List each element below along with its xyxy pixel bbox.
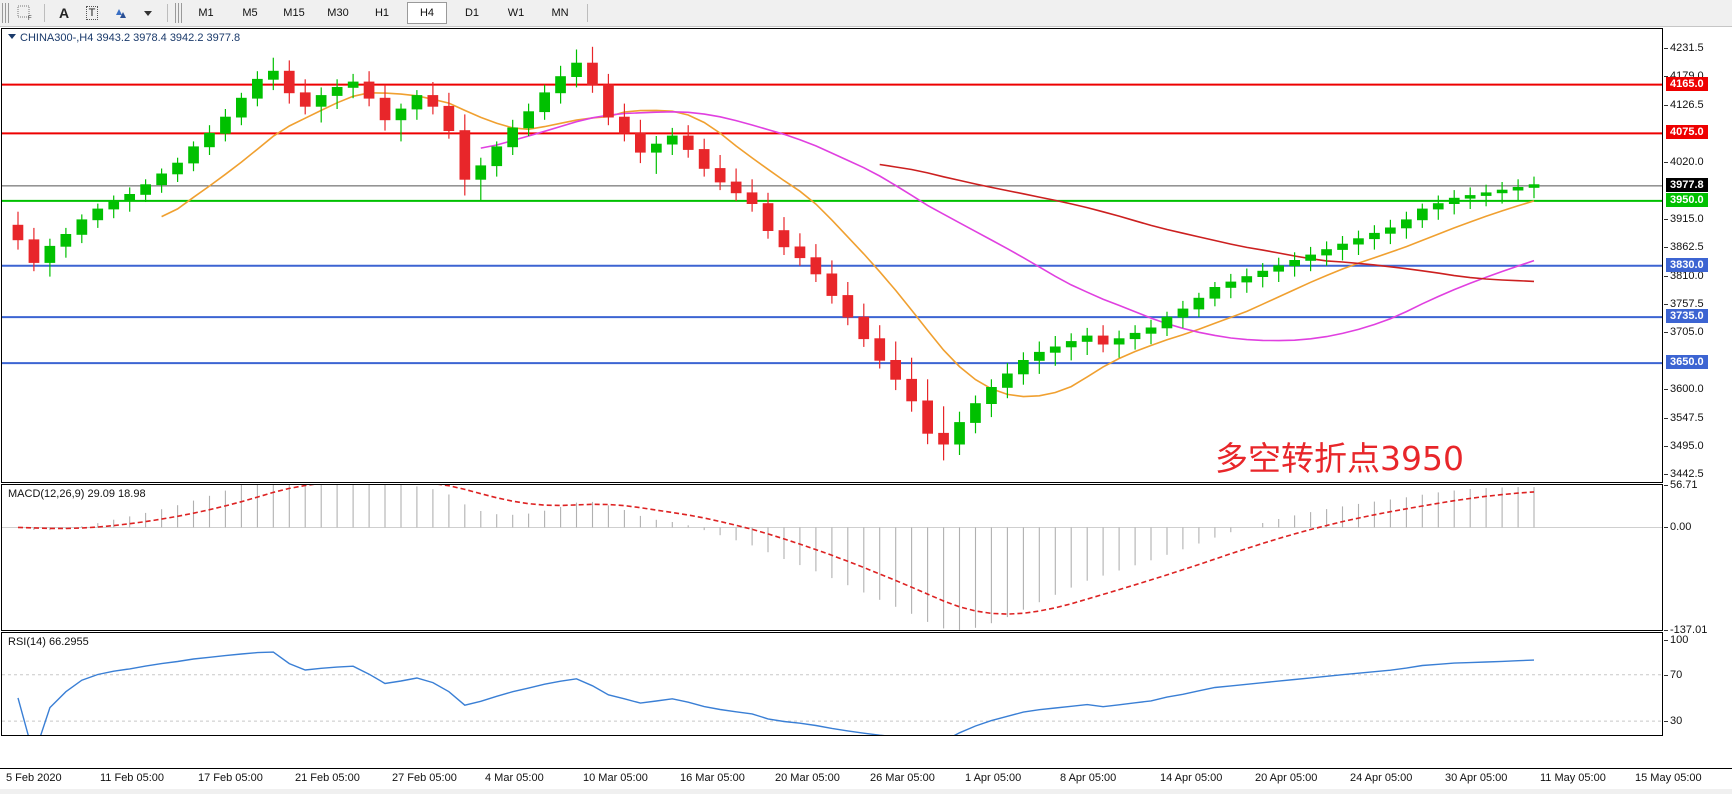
crosshair-icon[interactable]: F: [12, 2, 38, 24]
candlestick-series: [2, 46, 1662, 461]
time-label: 8 Apr 05:00: [1060, 772, 1117, 784]
timeframe-m15[interactable]: M15: [283, 7, 305, 19]
price-tick: 4020.0: [1664, 156, 1704, 169]
rsi-plot: [2, 633, 1662, 735]
time-label: 11 May 05:00: [1540, 772, 1606, 784]
timeframe-h1[interactable]: H1: [374, 7, 390, 19]
price-tag-pivot[interactable]: 3950.0: [1666, 192, 1708, 207]
rsi-tick: 100: [1663, 634, 1689, 646]
toolbar-divider: [44, 4, 45, 22]
timeframe-grip[interactable]: [175, 3, 182, 23]
time-label: 4 Mar 05:00: [485, 772, 544, 784]
time-label: 20 Mar 05:00: [775, 772, 840, 784]
timeframe-m30[interactable]: M30: [327, 7, 349, 19]
timeframe-h4[interactable]: H4: [407, 2, 447, 24]
price-tick: 4231.5: [1664, 41, 1704, 54]
price-tick: 4126.5: [1664, 98, 1704, 111]
time-label: 10 Mar 05:00: [583, 772, 648, 784]
timeframe-w1[interactable]: W1: [507, 7, 525, 19]
toolbar-divider-2: [167, 4, 168, 22]
toolbar-divider-3: [587, 4, 588, 22]
price-tag-resistance[interactable]: 4165.0: [1666, 76, 1708, 91]
timeframe-m1[interactable]: M1: [198, 7, 214, 19]
price-tick: 3757.5: [1664, 298, 1704, 310]
collapse-icon[interactable]: [8, 34, 16, 39]
price-tick: 3862.5: [1664, 241, 1704, 254]
time-label: 16 Mar 05:00: [680, 772, 745, 784]
time-label: 26 Mar 05:00: [870, 772, 935, 784]
time-label: 11 Feb 05:00: [100, 772, 165, 784]
rsi-series: [2, 651, 1662, 735]
rsi-tick: 70: [1663, 668, 1683, 681]
macd-series: [2, 485, 1662, 630]
timeframe-m5[interactable]: M5: [242, 7, 258, 19]
svg-text:F: F: [28, 16, 32, 21]
status-bar: [0, 789, 1732, 794]
price-tick: 3705.0: [1664, 326, 1704, 339]
price-tick: 3600.0: [1664, 383, 1704, 396]
macd-tick: 0.00: [1663, 521, 1692, 534]
time-label: 24 Apr 05:00: [1350, 772, 1413, 784]
toolbar-grip[interactable]: [2, 3, 9, 23]
time-label: 20 Apr 05:00: [1255, 772, 1318, 784]
text-tool-icon[interactable]: A: [58, 5, 70, 21]
price-tick: 3442.5: [1664, 468, 1704, 481]
rsi-label: RSI(14) 66.2955: [8, 636, 89, 648]
price-tag-support[interactable]: 3830.0: [1666, 257, 1708, 272]
macd-pane[interactable]: MACD(12,26,9) 29.09 18.98: [1, 484, 1663, 631]
time-label: 27 Feb 05:00: [392, 772, 457, 784]
timeframe-d1[interactable]: D1: [464, 7, 480, 19]
macd-label: MACD(12,26,9) 29.09 18.98: [8, 488, 146, 500]
price-tag-resistance[interactable]: 4075.0: [1666, 125, 1708, 140]
time-label: 30 Apr 05:00: [1445, 772, 1508, 784]
macd-tick: 56.71: [1664, 479, 1698, 491]
time-label: 14 Apr 05:00: [1160, 772, 1223, 784]
macd-plot: [2, 485, 1662, 630]
chevron-down-icon[interactable]: [135, 2, 161, 24]
label-tool-icon[interactable]: T: [79, 2, 105, 24]
toolbar: F A T M1 M5 M15 M30 H1 H4 D1 W1 MN: [0, 0, 1732, 27]
price-tag-current-price[interactable]: 3977.8: [1666, 177, 1708, 192]
chart-frame: CHINA300-,H4 3943.2 3978.4 3942.2 3977.8…: [1, 28, 1663, 766]
price-tick: 3547.5: [1664, 411, 1704, 424]
chart-annotation: 多空转折点3950: [1215, 439, 1464, 478]
time-label: 5 Feb 2020: [6, 772, 62, 784]
price-pane[interactable]: CHINA300-,H4 3943.2 3978.4 3942.2 3977.8: [1, 28, 1663, 483]
macd-tick: -137.01: [1663, 624, 1708, 636]
price-tick: 3810.0: [1664, 269, 1704, 282]
price-tag-support[interactable]: 3735.0: [1666, 309, 1708, 324]
price-plot: [2, 29, 1662, 482]
rsi-tick: 30: [1663, 715, 1683, 728]
time-label: 15 May 05:00: [1635, 772, 1702, 784]
time-label: 21 Feb 05:00: [295, 772, 360, 784]
price-tick: 3495.0: [1664, 439, 1704, 452]
objects-icon[interactable]: [107, 2, 133, 24]
symbol-quote-label: CHINA300-,H4 3943.2 3978.4 3942.2 3977.8: [8, 32, 240, 44]
symbol-quote-text: CHINA300-,H4 3943.2 3978.4 3942.2 3977.8: [20, 32, 241, 44]
rsi-pane[interactable]: RSI(14) 66.2955: [1, 632, 1663, 736]
price-tag-support[interactable]: 3650.0: [1666, 355, 1708, 370]
price-axis[interactable]: 4231.54179.04126.54020.03915.03862.53810…: [1663, 28, 1732, 766]
price-tick: 3915.0: [1664, 212, 1704, 225]
time-label: 17 Feb 05:00: [198, 772, 263, 784]
time-label: 1 Apr 05:00: [965, 772, 1022, 784]
timeframe-mn[interactable]: MN: [551, 7, 569, 19]
